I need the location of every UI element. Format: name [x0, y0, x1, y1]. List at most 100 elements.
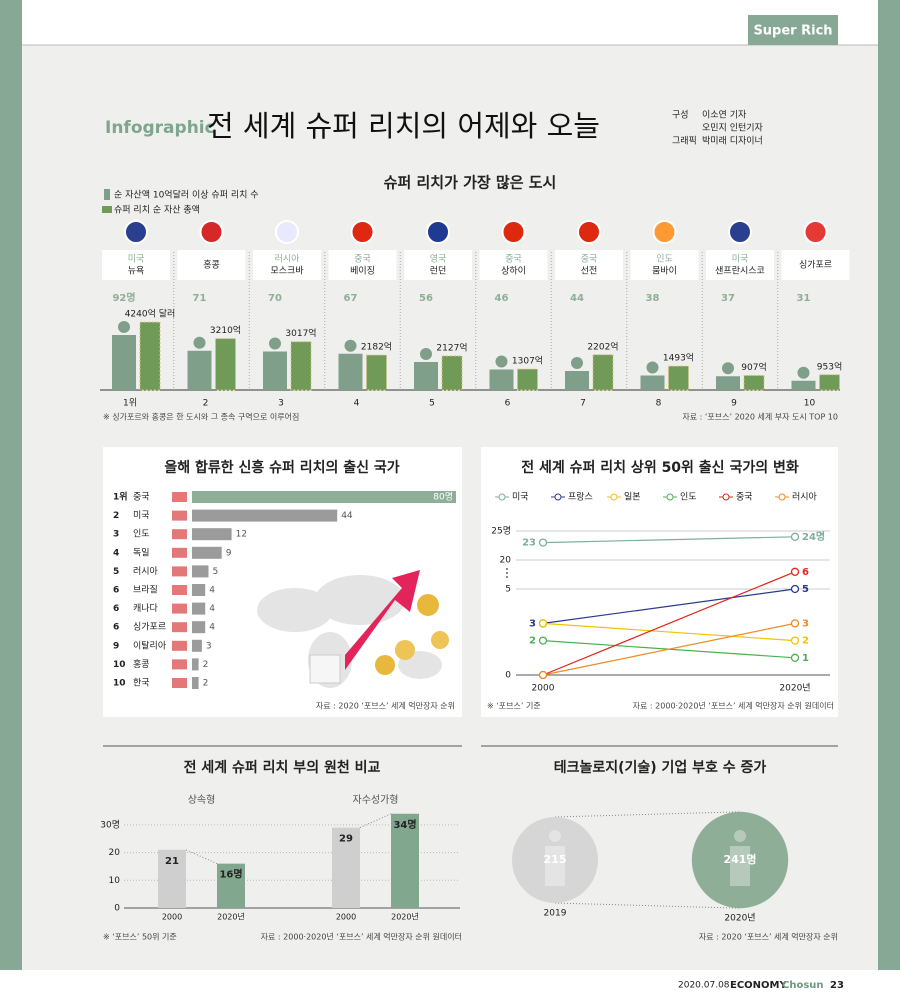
category-label: 2020년	[724, 913, 755, 924]
bar	[192, 565, 209, 578]
count-label: 71	[193, 293, 207, 304]
series-line	[542, 622, 796, 642]
axis-break-mark	[506, 576, 508, 578]
footer-date: 2020.07.08	[678, 981, 730, 991]
value-label: 2	[203, 660, 209, 670]
y-tick-label: 25명	[491, 526, 511, 537]
bar	[192, 546, 222, 559]
legend-swatch	[778, 493, 786, 501]
document-icon	[309, 654, 341, 684]
rank-label: 6	[113, 623, 119, 633]
y-tick-label: 10	[109, 876, 121, 886]
money-stack	[215, 338, 236, 391]
rank-label: 5	[429, 399, 435, 409]
chart-note: ※ 싱가포르와 홍콩은 한 도시와 그 종속 구역으로 이루어짐	[103, 412, 299, 422]
y-tick-label: 0	[114, 904, 120, 914]
value-label: 215	[544, 853, 567, 866]
count-label: 46	[495, 293, 509, 304]
left-border	[0, 0, 22, 970]
footer-brand: ECONOMY	[730, 980, 787, 991]
city-label-box	[781, 250, 850, 280]
legend-icon	[102, 206, 112, 213]
credit-role: 그래픽	[672, 136, 697, 147]
chart-note: ※ ‘포브스’ 50위 기준	[103, 933, 177, 942]
value-label: 23	[522, 538, 536, 549]
point	[790, 584, 800, 594]
count-label: 37	[721, 293, 735, 304]
x-tick-label: 2020년	[779, 683, 810, 694]
credit-name: 이소연 기자	[702, 110, 747, 121]
money-stack	[139, 321, 161, 391]
point	[538, 538, 548, 547]
rank-label: 1위	[123, 398, 137, 409]
flag-icon	[172, 622, 187, 633]
rank-label: 1위	[113, 491, 128, 503]
x-tick-label: 2020년	[391, 912, 419, 922]
flag-icon	[124, 220, 148, 244]
wealth-label: 3017억	[285, 327, 316, 339]
chart-source: 자료 : 2020 ‘포브스’ 세계 억만장자 순위	[316, 701, 455, 711]
value-label: 29	[339, 834, 353, 845]
category-label: 홍콩	[133, 658, 150, 670]
chart-title: 슈퍼 리치가 가장 많은 도시	[384, 174, 557, 192]
flag-icon	[350, 220, 375, 244]
city-label: 홍콩	[203, 259, 220, 271]
point	[538, 670, 548, 680]
count-label: 44	[570, 293, 584, 304]
bar	[391, 813, 419, 908]
map-shape	[257, 588, 333, 632]
country-label: 영국	[430, 254, 447, 265]
city-label-box	[706, 250, 774, 280]
y-tick-label: 0	[505, 671, 511, 681]
bar	[192, 491, 456, 503]
value-label: 3	[529, 618, 536, 629]
money-stack	[743, 374, 765, 391]
value-label: 1	[802, 653, 809, 664]
value-label: 9	[226, 548, 232, 558]
bar	[192, 621, 206, 634]
city-label: 런던	[430, 266, 447, 277]
flag-icon	[172, 492, 187, 502]
city-label-box	[253, 250, 321, 280]
group-label: 자수성가형	[353, 794, 399, 806]
category-label: 2019	[544, 909, 567, 919]
person-icon	[565, 357, 589, 390]
count-label: 70	[268, 293, 282, 304]
value-label: 5	[213, 567, 219, 577]
flag-icon	[172, 659, 187, 670]
country-label: 미국	[732, 254, 749, 265]
legend-label: 미국	[512, 492, 529, 503]
value-label: 16명	[219, 868, 242, 881]
point	[790, 653, 800, 662]
legend-swatch	[722, 493, 730, 501]
flag-icon	[652, 220, 677, 244]
value-label: 34명	[393, 818, 416, 831]
category-label: 중국	[133, 492, 150, 503]
chart-title: 전 세계 슈퍼 리치 부의 원천 비교	[184, 759, 381, 776]
coin-icon	[417, 594, 439, 616]
category-label: 캐나다	[133, 603, 159, 614]
value-label: 2	[529, 636, 536, 647]
map-shape	[315, 575, 405, 625]
money-stack	[592, 354, 614, 391]
wealth-label: 3210억	[210, 324, 241, 336]
value-label: 80명	[433, 492, 453, 503]
flag-icon	[172, 510, 187, 521]
category-label: 독일	[133, 547, 150, 558]
bar	[192, 528, 232, 541]
rank-label: 6	[113, 586, 119, 596]
section-tab	[748, 15, 838, 45]
person-icon	[640, 361, 665, 390]
point	[538, 619, 548, 628]
legend-label: 순 자산액 10억달러 이상 슈퍼 리치 수	[114, 189, 259, 201]
value-label: 44	[341, 511, 353, 521]
flag-icon	[199, 220, 224, 244]
point	[790, 636, 800, 645]
rank-label: 9	[113, 641, 119, 651]
category-label: 싱가포르	[133, 622, 166, 633]
value-label: 2	[802, 636, 809, 647]
y-tick-label: 20	[109, 848, 121, 858]
money-stack	[517, 368, 538, 391]
rank-label: 4	[113, 548, 119, 558]
value-label: 4	[209, 586, 215, 596]
